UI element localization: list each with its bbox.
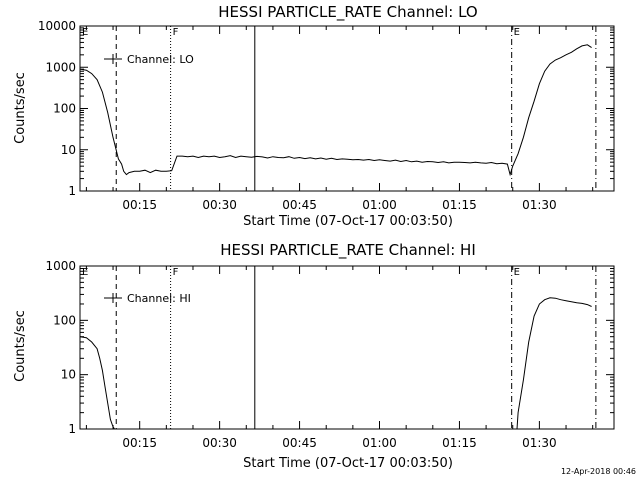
y-tick-label-lo: 10000 — [38, 19, 76, 33]
x-tick-label-hi: 00:45 — [282, 436, 317, 450]
x-tick-label-lo: 01:00 — [362, 198, 397, 212]
y-tick-label-hi: 1000 — [45, 259, 76, 273]
chart-panel-lo: 1 10 100 1000 10000 00:15 00:30 00:45 01:00 01:15… — [38, 19, 615, 212]
x-tick-label-hi: 00:15 — [122, 436, 157, 450]
footer-timestamp: 12-Apr-2018 00:46 — [561, 467, 636, 476]
y-tick-label-hi: 100 — [53, 313, 76, 327]
legend-label-lo: Channel: LO — [127, 53, 194, 66]
corner-label-hi: E — [82, 267, 88, 278]
marker-label-lo: E — [514, 27, 520, 38]
y-axis-label-hi: Counts/sec — [13, 310, 28, 382]
x-tick-label-hi: 01:30 — [522, 436, 557, 450]
x-tick-label-hi: 00:30 — [202, 436, 237, 450]
marker-label-hi: E — [514, 267, 520, 278]
y-tick-label-hi: 10 — [61, 368, 76, 382]
x-axis-label-lo: Start Time (07-Oct-17 00:03:50) — [243, 214, 453, 229]
series-line-lo — [80, 44, 592, 177]
corner-label-lo: E — [82, 27, 88, 38]
x-tick-label-lo: 00:45 — [282, 198, 317, 212]
y-tick-label-hi: 1 — [68, 422, 76, 436]
x-tick-label-hi: 01:15 — [442, 436, 477, 450]
chart-title-lo: HESSI PARTICLE_RATE Channel: LO — [218, 3, 477, 22]
marker-label-hi: F — [173, 267, 179, 278]
x-tick-label-hi: 01:00 — [362, 436, 397, 450]
x-tick-label-lo: 00:15 — [122, 198, 157, 212]
x-tick-label-lo: 00:30 — [202, 198, 237, 212]
y-tick-label-lo: 100 — [53, 102, 76, 116]
marker-label-lo: F — [173, 27, 179, 38]
y-tick-label-lo: 1 — [68, 184, 76, 198]
x-tick-label-lo: 01:30 — [522, 198, 557, 212]
legend-label-hi: Channel: HI — [127, 292, 191, 305]
chart-title-hi: HESSI PARTICLE_RATE Channel: HI — [220, 241, 476, 260]
chart-panel-hi: 1 10 100 1000 00:15 00:30 00:45 01:00 01:15 01:30… — [45, 259, 615, 450]
x-axis-label-hi: Start Time (07-Oct-17 00:03:50) — [243, 456, 453, 471]
y-tick-label-lo: 10 — [61, 143, 76, 157]
x-tick-label-lo: 01:15 — [442, 198, 477, 212]
series-line-hi — [80, 297, 592, 429]
y-axis-label-lo: Counts/sec — [13, 72, 28, 144]
y-tick-label-lo: 1000 — [45, 60, 76, 74]
